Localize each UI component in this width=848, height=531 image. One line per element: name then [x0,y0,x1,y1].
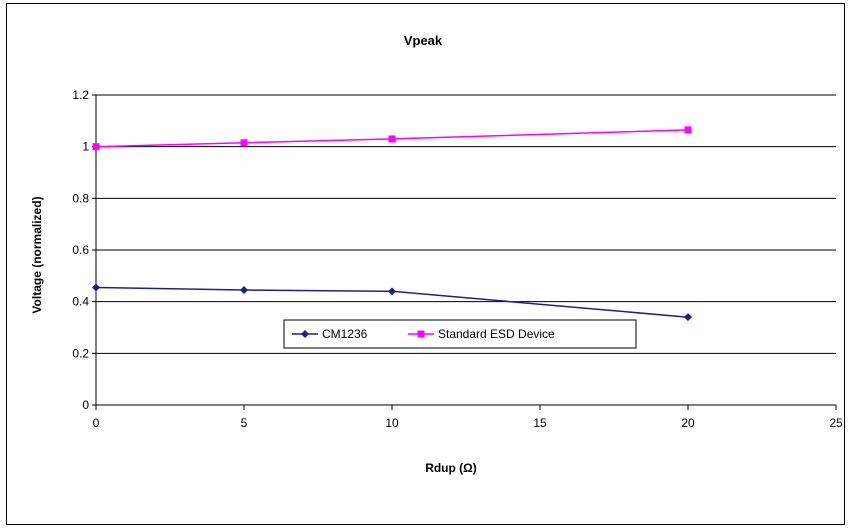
data-point-standard-esd-device [92,143,100,151]
y-axis-ticks: 0 0.2 0.4 0.6 0.8 1 1.2 [72,88,96,412]
x-axis-ticks: 0 5 10 15 20 25 [93,405,843,430]
data-point-cm1236 [684,313,692,322]
legend-marker-cm1236 [301,330,309,338]
series-line-cm1236 [95,286,689,318]
y-axis-title: Voltage (normalized) [30,196,44,313]
x-tick-label: 15 [533,416,547,430]
series-line-standard-esd-device [95,129,689,148]
chart-frame [6,3,845,525]
gridlines [96,94,836,354]
data-point-cm1236 [388,287,396,296]
series-layer [92,126,692,322]
data-point-standard-esd-device [684,126,692,134]
legend-box [283,319,637,349]
y-tick-label: 0 [82,398,89,412]
data-point-standard-esd-device [388,135,396,143]
x-tick-label: 0 [93,416,100,430]
y-tick-label: 1 [82,140,89,154]
legend-label-cm1236: CM1236 [322,327,368,341]
y-tick-label: 0.4 [72,295,89,309]
y-tick-label: 0.6 [72,243,89,257]
data-point-cm1236 [92,283,100,292]
legend-label-standard-esd: Standard ESD Device [438,327,555,341]
x-tick-label: 25 [829,416,843,430]
x-tick-label: 5 [241,416,248,430]
x-tick-label: 10 [385,416,399,430]
x-tick-label: 20 [681,416,695,430]
x-axis-title: Rdup (Ω) [425,461,477,475]
data-point-standard-esd-device [240,139,248,147]
y-tick-label: 1.2 [72,88,89,102]
y-tick-label: 0.2 [72,346,89,360]
chart-title: Vpeak [404,33,443,48]
legend: CM1236 Standard ESD Device [283,319,637,349]
data-point-cm1236 [240,286,248,295]
legend-marker-standard-esd [417,330,425,338]
y-tick-label: 0.8 [72,191,89,205]
